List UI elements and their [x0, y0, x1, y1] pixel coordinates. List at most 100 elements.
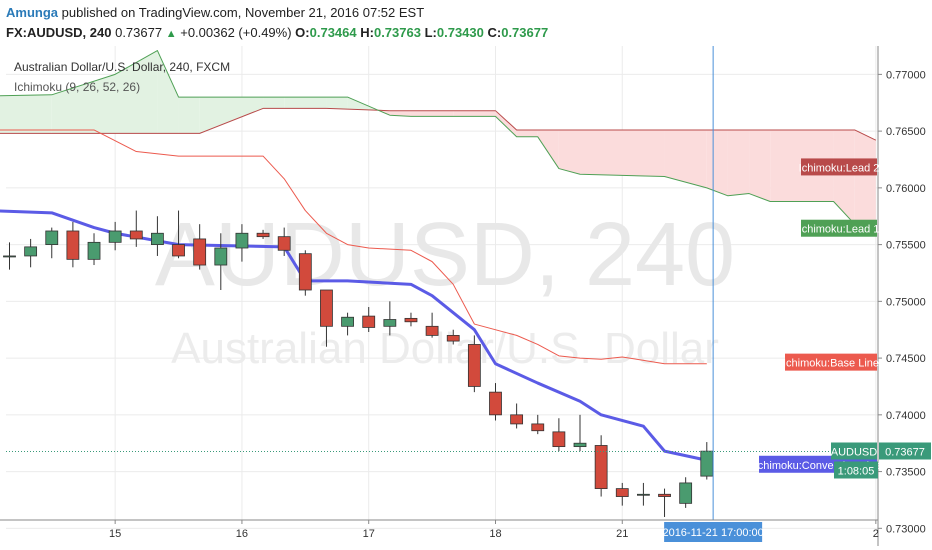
cloud-segment: [326, 97, 348, 110]
crosshair-date-label: 2016-11-21 17:00:00: [662, 527, 763, 539]
candle-body: [151, 232, 164, 246]
low-label: L:: [424, 25, 437, 40]
crosshair-date-box: [664, 522, 763, 542]
candle-body: [594, 445, 608, 490]
candle-body: [108, 230, 122, 243]
axis-labels: 2016-11-21 17:00:00 Ichimoku:Lead 2 Ichimo…: [662, 158, 931, 542]
price-axis-box: [879, 442, 931, 460]
candle-body: [214, 247, 228, 266]
indicator-legend[interactable]: Ichimoku (9, 26, 52, 26): [14, 80, 141, 94]
candle-body: [87, 241, 101, 260]
candle-body: [404, 317, 418, 323]
lead1-label: Ichimoku:Lead 1: [799, 224, 880, 236]
candle-body: [573, 442, 587, 448]
cloud-segment: [558, 129, 581, 175]
published-text: published on TradingView.com, November 2…: [61, 5, 425, 20]
candle-body: [510, 414, 524, 425]
y-tick-label: 0.76000: [886, 183, 926, 195]
lead1-line: [0, 50, 856, 225]
close-label: C:: [487, 25, 502, 40]
open-label: O:: [295, 25, 310, 40]
candle-body: [531, 423, 545, 432]
symbol-label: AUDUSD: [831, 446, 878, 458]
x-tick-label: 2: [873, 528, 879, 540]
cloud-segment: [833, 129, 855, 225]
high-label: H:: [360, 25, 374, 40]
candle-body: [425, 325, 439, 336]
price-axis-label: 0.73677: [885, 446, 925, 458]
cloud-segment: [263, 97, 285, 109]
cloud-segment: [453, 110, 496, 117]
lead1-label-box: [801, 219, 877, 237]
candle-body: [341, 316, 354, 327]
candle-body: [615, 488, 629, 497]
close-value: 0.73677: [501, 25, 549, 40]
overlays: [6, 46, 878, 520]
lead2-label: Ichimoku:Lead 2: [799, 162, 880, 174]
countdown-box: [834, 461, 878, 479]
candle-body: [700, 450, 714, 477]
chart-header: Amunga published on TradingView.com, Nov…: [0, 0, 932, 46]
y-tick-label: 0.77000: [886, 69, 926, 81]
up-arrow-icon: ▲: [165, 28, 177, 40]
candle-body: [3, 255, 16, 258]
cloud-segment: [854, 129, 876, 225]
x-tick-label: 15: [109, 528, 121, 540]
lead2-line: [0, 107, 877, 141]
cloud-segment: [284, 97, 327, 109]
candle-body: [129, 230, 143, 240]
symbol-label-box: [831, 442, 877, 460]
cloud-segment: [495, 110, 517, 137]
symbol-timeframe: FX:AUDUSD, 240: [6, 25, 112, 40]
cloud-segment: [516, 129, 538, 137]
cloud-segment: [706, 129, 728, 196]
author-link[interactable]: Amunga: [6, 5, 58, 20]
candle-body: [193, 238, 207, 266]
countdown-label: 1:08:05: [838, 465, 875, 477]
candle-body: [637, 493, 650, 496]
x-tick-label: 16: [236, 528, 248, 540]
candle-body: [24, 246, 38, 257]
lead2-label-box: [801, 158, 877, 176]
cloud-segment: [178, 97, 200, 134]
candle-body: [66, 230, 80, 260]
candle-body: [277, 236, 291, 251]
chart-legend-title: Australian Dollar/U.S. Dollar, 240, FXCM: [14, 60, 231, 74]
cloud-segment: [749, 129, 771, 202]
candle-body: [467, 344, 481, 387]
candle-body: [320, 289, 333, 327]
symbol-ohlc: FX:AUDUSD, 240 0.73677 ▲ +0.00362 (+0.49…: [6, 25, 548, 40]
cloud-segment: [199, 97, 264, 134]
low-value: 0.73430: [436, 25, 484, 40]
candle-body: [45, 230, 59, 246]
base-line-label: Ichimoku:Base Line: [783, 358, 879, 370]
cloud-segment: [580, 129, 665, 177]
y-tick-label: 0.73500: [886, 467, 926, 479]
y-tick-label: 0.75000: [886, 296, 926, 308]
last-price: 0.73677: [115, 25, 163, 40]
x-tick-label: 18: [489, 528, 501, 540]
cloud-segment: [727, 129, 750, 196]
cloud-segment: [389, 110, 411, 117]
cloud-segment: [157, 50, 179, 134]
price-chart[interactable]: AUDUSD, 240 Australian Dollar/U.S. Dolla…: [0, 46, 932, 550]
candle-body: [383, 319, 397, 327]
candle-body: [298, 253, 312, 291]
base-line: [0, 129, 707, 365]
cloud-segment: [51, 74, 116, 134]
cloud-segment: [410, 110, 454, 117]
candle-body: [446, 334, 460, 342]
candle-body: [256, 232, 270, 238]
cloud-segment: [115, 50, 158, 134]
open-value: 0.73464: [309, 25, 357, 40]
base-line-label-box: [785, 353, 877, 371]
watermark-symbol: AUDUSD, 240: [155, 205, 735, 305]
price-change: +0.00362 (+0.49%): [180, 25, 292, 40]
candle-body: [362, 315, 376, 328]
cloud-segment: [664, 129, 707, 188]
x-tick-label: 17: [363, 528, 375, 540]
ichimoku-cloud: [0, 50, 876, 225]
y-tick-label: 0.76500: [886, 126, 926, 138]
publish-info: Amunga published on TradingView.com, Nov…: [6, 5, 424, 20]
watermark-name: Australian Dollar/U.S. Dollar: [171, 324, 719, 373]
